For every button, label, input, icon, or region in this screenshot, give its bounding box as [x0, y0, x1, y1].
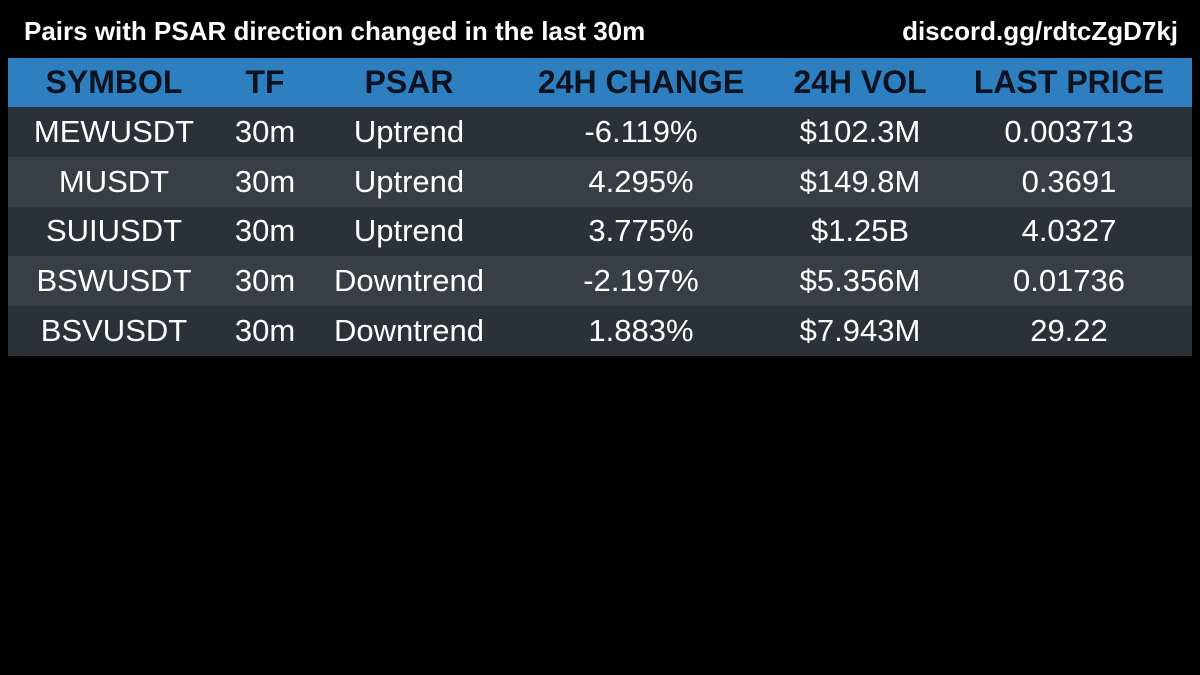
cell-tf: 30m: [234, 263, 296, 299]
cell-24h-vol: $1.25B: [810, 213, 910, 249]
cell-psar: Uptrend: [353, 163, 465, 199]
column-header-24h-vol[interactable]: 24H VOL: [793, 64, 927, 100]
cell-psar: Downtrend: [334, 313, 484, 349]
column-header-psar[interactable]: PSAR: [364, 64, 454, 100]
cell-symbol: BSVUSDT: [40, 313, 188, 349]
table-row: SUIUSDT 30m Uptrend 3.775% $1.25B 4.0327: [8, 206, 1192, 257]
column-header-last-price[interactable]: LAST PRICE: [973, 64, 1165, 100]
cell-24h-change: 4.295%: [588, 163, 694, 199]
pairs-table: SYMBOL TF PSAR 24H CHANGE 24H VOL LAST P…: [8, 58, 1192, 356]
cell-tf: 30m: [234, 313, 296, 349]
column-header-24h-change[interactable]: 24H CHANGE: [537, 64, 745, 100]
cell-24h-change: 3.775%: [588, 213, 694, 249]
discord-link[interactable]: discord.gg/rdtcZgD7kj: [902, 16, 1178, 46]
cell-psar: Uptrend: [353, 113, 465, 149]
cell-24h-vol: $102.3M: [799, 113, 921, 149]
cell-last-price: 0.003713: [1004, 113, 1134, 149]
top-bar: Pairs with PSAR direction changed in the…: [0, 0, 1200, 58]
table-row: BSWUSDT 30m Downtrend -2.197% $5.356M 0.…: [8, 256, 1192, 307]
cell-24h-vol: $7.943M: [799, 313, 921, 349]
cell-psar: Downtrend: [334, 263, 484, 299]
cell-symbol: MEWUSDT: [33, 113, 195, 149]
cell-tf: 30m: [234, 213, 296, 249]
column-header-symbol[interactable]: SYMBOL: [45, 64, 183, 100]
page-title: Pairs with PSAR direction changed in the…: [24, 16, 646, 46]
cell-24h-change: 1.883%: [588, 313, 694, 349]
cell-last-price: 29.22: [1030, 313, 1108, 349]
cell-psar: Uptrend: [353, 213, 465, 249]
cell-last-price: 0.01736: [1012, 263, 1126, 299]
cell-tf: 30m: [234, 163, 296, 199]
cell-symbol: SUIUSDT: [45, 213, 183, 249]
column-header-tf[interactable]: TF: [245, 64, 285, 100]
cell-24h-vol: $149.8M: [799, 163, 921, 199]
table-row: BSVUSDT 30m Downtrend 1.883% $7.943M 29.…: [8, 306, 1192, 356]
table-row: MEWUSDT 30m Uptrend -6.119% $102.3M 0.00…: [8, 107, 1192, 157]
table-header-row: SYMBOL TF PSAR 24H CHANGE 24H VOL LAST P…: [8, 58, 1192, 107]
cell-last-price: 0.3691: [1021, 163, 1117, 199]
cell-last-price: 4.0327: [1021, 213, 1117, 249]
cell-24h-change: -2.197%: [583, 263, 699, 299]
cell-24h-change: -6.119%: [584, 113, 698, 149]
cell-symbol: BSWUSDT: [36, 263, 192, 299]
table-row: MUSDT 30m Uptrend 4.295% $149.8M 0.3691: [8, 156, 1192, 207]
cell-symbol: MUSDT: [58, 163, 170, 199]
cell-tf: 30m: [234, 113, 296, 149]
cell-24h-vol: $5.356M: [799, 263, 921, 299]
